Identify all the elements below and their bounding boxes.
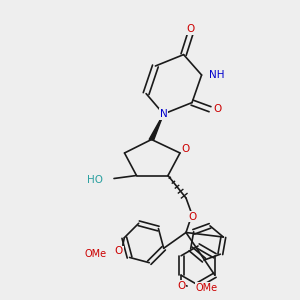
Text: O: O: [213, 104, 221, 114]
Text: O: O: [178, 281, 186, 291]
Text: N: N: [160, 109, 167, 119]
Text: OMe: OMe: [84, 249, 106, 259]
Polygon shape: [149, 114, 164, 140]
Text: O: O: [115, 246, 123, 256]
Text: O: O: [182, 144, 190, 154]
Text: O: O: [188, 212, 197, 222]
Text: NH: NH: [209, 70, 225, 80]
Text: OMe: OMe: [196, 283, 217, 293]
Text: HO: HO: [88, 175, 103, 185]
Text: O: O: [186, 24, 195, 34]
